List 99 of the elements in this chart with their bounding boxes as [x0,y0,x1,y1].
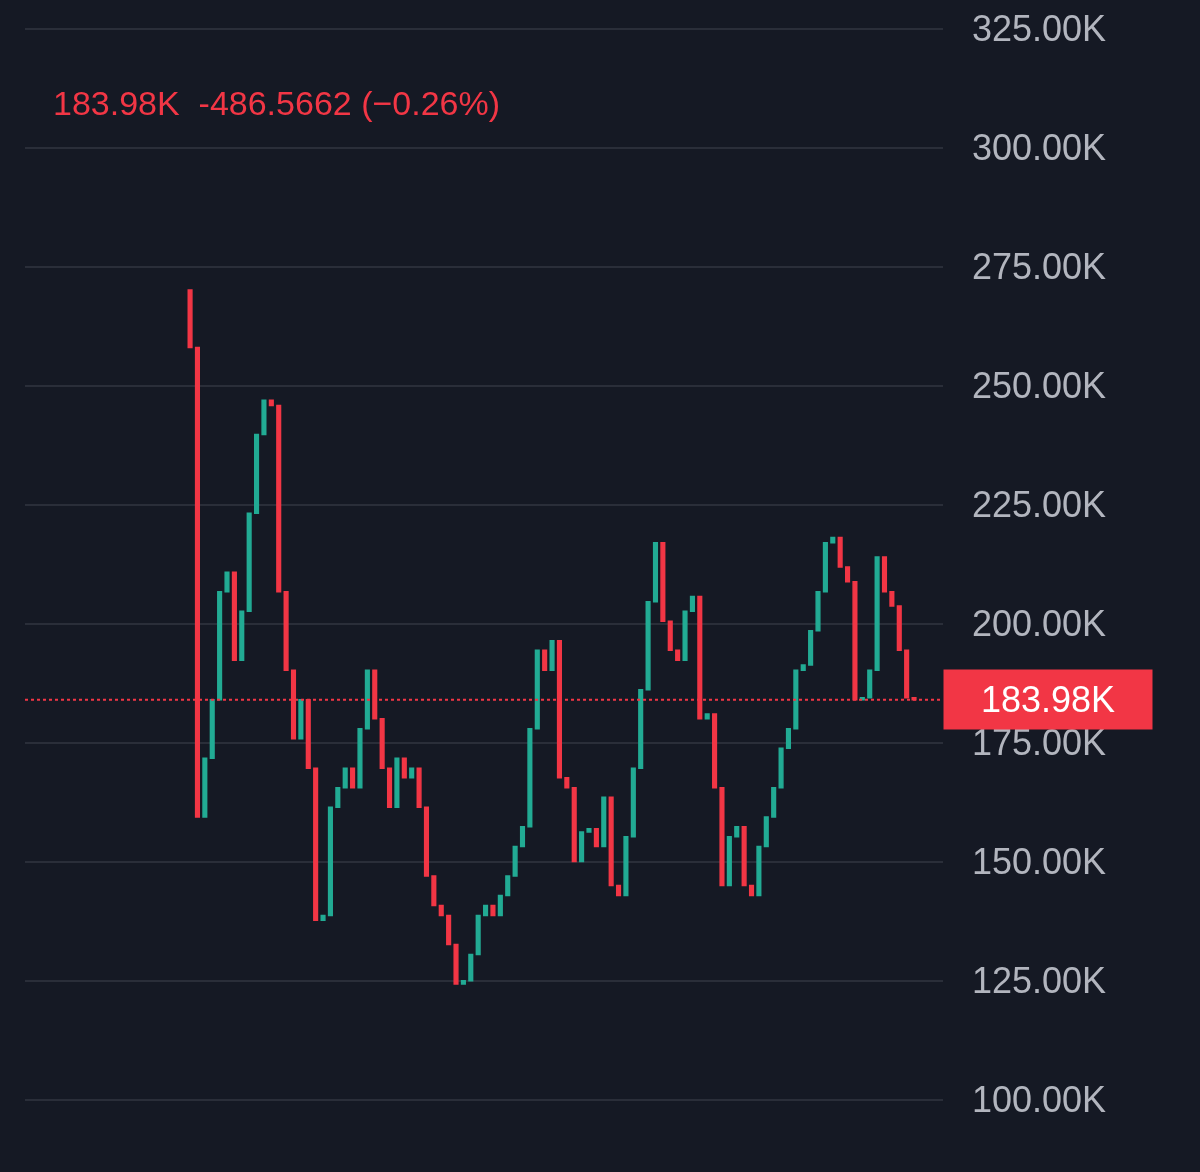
candlestick [682,610,688,662]
candlestick [335,787,341,809]
candlestick [460,979,466,985]
candlestick [224,571,230,593]
candlestick [808,630,814,666]
candlestick [423,806,430,877]
candlestick [615,884,622,897]
candlestick [689,595,695,612]
candlestick [874,556,880,672]
candlestick [571,787,577,863]
candlestick [379,718,385,770]
y-tick-label: 150.00K [972,841,1107,883]
candlestick [712,713,718,789]
text: 183.98K -486.5662 (−0.26%) [53,84,501,122]
candlestick [704,713,710,720]
candlestick [298,699,304,740]
candlestick [623,836,629,897]
candlestick [320,914,326,921]
candlestick [231,571,237,662]
candlestick [505,875,511,897]
candlestick [867,669,873,699]
candlestick [217,590,223,701]
candlestick [283,590,289,672]
candlestick [763,816,769,848]
candlestick [896,605,902,652]
candlestick [822,541,828,593]
candlestick [202,757,208,818]
candlestick [756,845,762,897]
candlestick [490,904,496,917]
candlestick [534,649,540,730]
candlestick [726,836,732,887]
candlestick [549,639,555,672]
candlestick [350,767,356,789]
candlestick [453,943,459,985]
candlestick [438,904,444,917]
y-tick-label: 125.00K [972,960,1107,1002]
candlestick [645,600,651,691]
candlestick [608,796,614,887]
candlestick [667,620,673,652]
candlestick [719,787,725,887]
candlestick [253,433,260,514]
candlestick [800,664,806,672]
candlestick [785,728,792,750]
candlestick [401,757,407,779]
candlestick [527,728,533,828]
candlestick [187,289,193,349]
y-tick-label: 325.00K [972,8,1107,50]
candlestick [652,541,659,603]
candlestick [741,826,747,887]
candlestick [889,590,895,607]
candlestick [844,566,851,583]
candlestick [660,541,666,622]
candlestick [239,610,245,662]
candlestick [881,556,888,593]
candlestick [586,828,592,833]
candlestick [638,689,644,770]
y-tick-label: 225.00K [972,484,1107,526]
y-tick-label: 300.00K [972,127,1107,169]
candlestick [771,787,777,818]
candlestick [512,845,518,877]
candlestick [446,914,452,946]
candlestick [246,512,252,612]
candlestick [475,914,481,956]
y-tick-label: 100.00K [972,1079,1107,1121]
candlestick [564,777,570,789]
candlestick [261,399,267,436]
y-tick-label: 175.00K [972,722,1107,764]
candlestick [357,728,363,789]
candlestick [209,699,215,760]
candlestick [778,747,784,789]
y-tick-label: 200.00K [972,603,1107,645]
candlestick [837,536,843,568]
candlestick [342,767,348,789]
candlestick [601,796,607,848]
candlestick [483,904,489,917]
candlestick [468,953,474,982]
candlestick [394,757,400,809]
candlestick [815,590,821,632]
candlestick [364,669,370,730]
candlestick [675,649,681,662]
candlestick [630,767,636,838]
candlestick [416,767,422,809]
candlestick [386,767,393,809]
candlestick [519,826,526,848]
candlestick [593,828,599,848]
candlestick [793,669,799,730]
y-tick-label: 250.00K [972,365,1107,407]
candlestick [748,884,755,897]
candlestick [542,649,548,672]
y-tick-label: 275.00K [972,246,1107,288]
candlestick [276,404,282,593]
candlestick [431,875,437,907]
candlestick [313,767,319,921]
candlestick [734,826,740,838]
candlestick [327,806,333,917]
candlestick [497,894,503,917]
candlestick [409,767,415,779]
ref-line-label: 183.98K [980,679,1116,720]
candlestick [579,831,585,863]
